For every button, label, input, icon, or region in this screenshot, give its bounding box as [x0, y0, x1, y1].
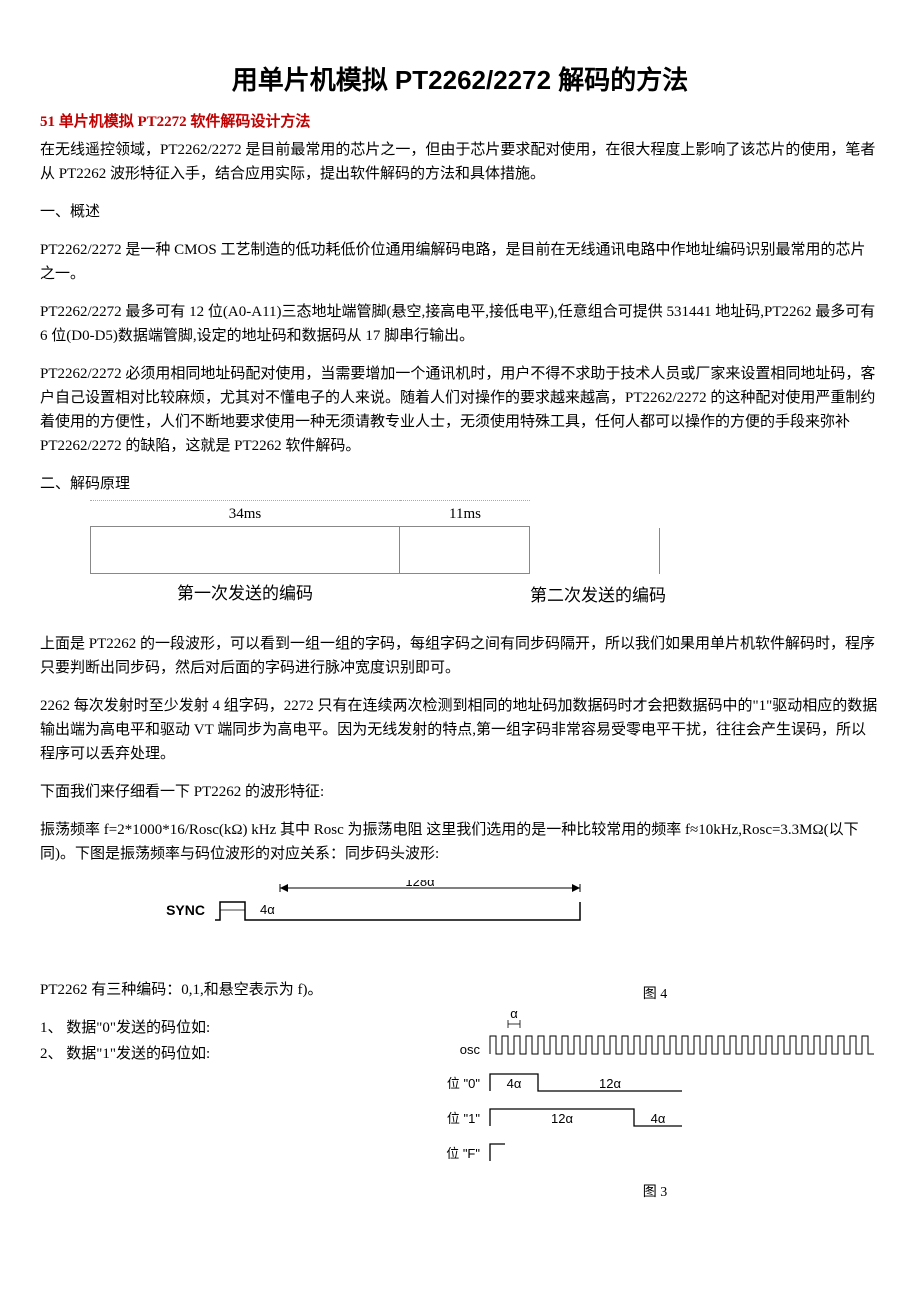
wave1-label-11ms: 11ms — [400, 500, 530, 528]
bit1-12a: 12α — [551, 1111, 573, 1126]
subtitle: 51 单片机模拟 PT2272 软件解码设计方法 — [40, 110, 880, 134]
waveform-figure-1: 34ms 第一次发送的编码 11ms 第二次发送的编码 — [40, 526, 880, 624]
sync-label: SYNC — [166, 902, 205, 918]
intro-paragraph: 在无线遥控领域，PT2262/2272 是目前最常用的芯片之一，但由于芯片要求配… — [40, 138, 880, 186]
wave1-caption-first: 第一次发送的编码 — [90, 580, 400, 607]
sync-figure: 128α SYNC 4α — [160, 880, 880, 948]
section1-p2: PT2262/2272 最多可有 12 位(A0-A11)三态地址端管脚(悬空,… — [40, 300, 880, 348]
bit0-4a: 4α — [507, 1076, 522, 1091]
bit1-4a: 4α — [651, 1111, 666, 1126]
section1-p1: PT2262/2272 是一种 CMOS 工艺制造的低功耗低价位通用编解码电路，… — [40, 238, 880, 286]
section2-heading: 二、解码原理 — [40, 472, 880, 496]
section2-p2: 2262 每次发射时至少发射 4 组字码，2272 只有在连续两次检测到相同的地… — [40, 694, 880, 766]
osc-label: osc — [460, 1042, 481, 1057]
bit1-label: 位 "1" — [447, 1111, 480, 1126]
fig3-caption: 图 3 — [430, 1182, 880, 1204]
section1-p3: PT2262/2272 必须用相同地址码配对使用，当需要增加一个通讯机时，用户不… — [40, 362, 880, 458]
section2-p4: 振荡频率 f=2*1000*16/Rosc(kΩ) kHz 其中 Rosc 为振… — [40, 818, 880, 866]
bit0-label: 位 "0" — [447, 1076, 480, 1091]
section1-heading: 一、概述 — [40, 200, 880, 224]
bit0-12a: 12α — [599, 1076, 621, 1091]
section2-p3: 下面我们来仔细看一下 PT2262 的波形特征: — [40, 780, 880, 804]
page-title: 用单片机模拟 PT2262/2272 解码的方法 — [40, 60, 880, 102]
wave1-caption-second: 第二次发送的编码 — [530, 582, 660, 609]
sync-128a-label: 128α — [405, 880, 435, 889]
bitf-label: 位 "F" — [446, 1146, 480, 1161]
sync-4a-label: 4α — [260, 902, 275, 917]
section2-p1: 上面是 PT2262 的一段波形，可以看到一组一组的字码，每组字码之间有同步码隔… — [40, 632, 880, 680]
fig4-caption: 图 4 — [430, 984, 880, 1006]
wave1-label-34ms: 34ms — [90, 500, 400, 528]
alpha-label: α — [510, 1006, 518, 1021]
osc-bits-figure: 图 4 osc α 位 "0" 4α 12α 位 "1" 12α 4α 位 "F… — [430, 978, 880, 1205]
